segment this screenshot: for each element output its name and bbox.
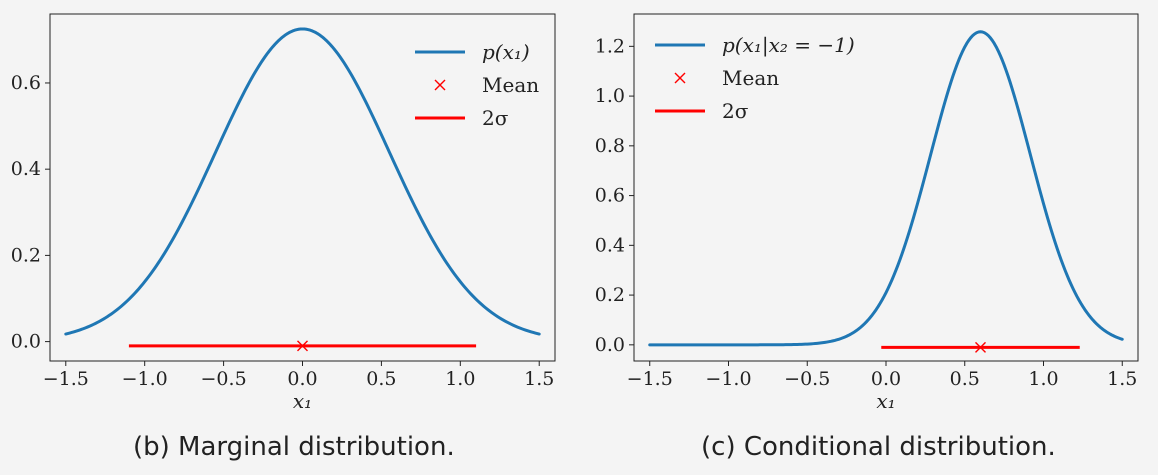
x-tick-label: 1.0	[1028, 368, 1058, 390]
y-tick-label: 0.2	[11, 244, 41, 266]
x-tick-label: 0.0	[287, 368, 317, 390]
mean-marker	[297, 340, 308, 352]
axes-frame	[49, 13, 556, 362]
legend-label: Mean	[722, 66, 779, 90]
figure-canvas: −1.5 −1.0 −0.5 0.0 0.5 1.0 1.5 0.0 0.2 0.4 0.6 x₁ p(…	[11, 13, 1139, 413]
axes-frame	[633, 13, 1139, 362]
legend-label: p(x₁|x₂ = −1)	[722, 33, 855, 58]
x-tick-label: −1.0	[705, 368, 751, 390]
plot-marginal: −1.5 −1.0 −0.5 0.0 0.5 1.0 1.5 0.0 0.2 0.4 0.6 x₁ p(…	[11, 13, 556, 413]
y-tick-label: 0.0	[11, 331, 41, 353]
x-axis-label: x₁	[293, 389, 312, 413]
x-tick-label: 0.5	[366, 368, 396, 390]
legend-marker-stroke	[434, 79, 446, 91]
x-tick-label: −1.5	[43, 368, 89, 390]
legend-marker-swatch	[674, 72, 686, 84]
mean-marker-stroke	[297, 340, 308, 352]
mean-marker-stroke	[975, 341, 986, 353]
y-tick-label: 0.6	[595, 185, 625, 207]
x-tick-label: −0.5	[201, 368, 247, 390]
y-tick-label: 0.2	[595, 284, 625, 306]
legend-marker-stroke	[674, 72, 686, 84]
x-tick-label: 1.5	[1107, 368, 1137, 390]
x-tick-label: 1.0	[445, 368, 475, 390]
plot-conditional: −1.5 −1.0 −0.5 0.0 0.5 1.0 1.5 0.0 0.2 0.4 0.6 0.8 1…	[595, 13, 1139, 413]
legend-label: p(x₁)	[482, 40, 530, 64]
legend: p(x₁|x₂ = −1) Mean 2σ	[655, 33, 855, 123]
legend: p(x₁) Mean 2σ	[415, 40, 539, 130]
caption-conditional: (c) Conditional distribution.	[701, 432, 1056, 462]
mean-marker	[975, 341, 986, 353]
y-tick-label: 0.4	[11, 158, 41, 180]
x-tick-label: −0.5	[784, 368, 830, 390]
density-curve	[648, 30, 1124, 347]
legend-label: 2σ	[722, 99, 749, 123]
x-axis-label: x₁	[876, 389, 895, 413]
x-tick-label: −1.0	[122, 368, 168, 390]
legend-label: Mean	[482, 73, 539, 97]
y-tick-label: 1.0	[595, 85, 625, 107]
density-curve	[64, 27, 541, 336]
x-tick-label: 0.0	[871, 368, 901, 390]
y-tick-label: 1.2	[595, 35, 625, 57]
y-tick-label: 0.4	[595, 234, 625, 256]
x-tick-label: 1.5	[524, 368, 554, 390]
y-tick-label: 0.6	[11, 72, 41, 94]
y-tick-label: 0.0	[595, 334, 625, 356]
caption-marginal: (b) Marginal distribution.	[133, 432, 455, 462]
y-tick-label: 0.8	[595, 135, 625, 157]
x-tick-label: 0.5	[950, 368, 980, 390]
legend-marker-swatch	[434, 79, 446, 91]
legend-label: 2σ	[482, 106, 509, 130]
x-tick-label: −1.5	[627, 368, 673, 390]
